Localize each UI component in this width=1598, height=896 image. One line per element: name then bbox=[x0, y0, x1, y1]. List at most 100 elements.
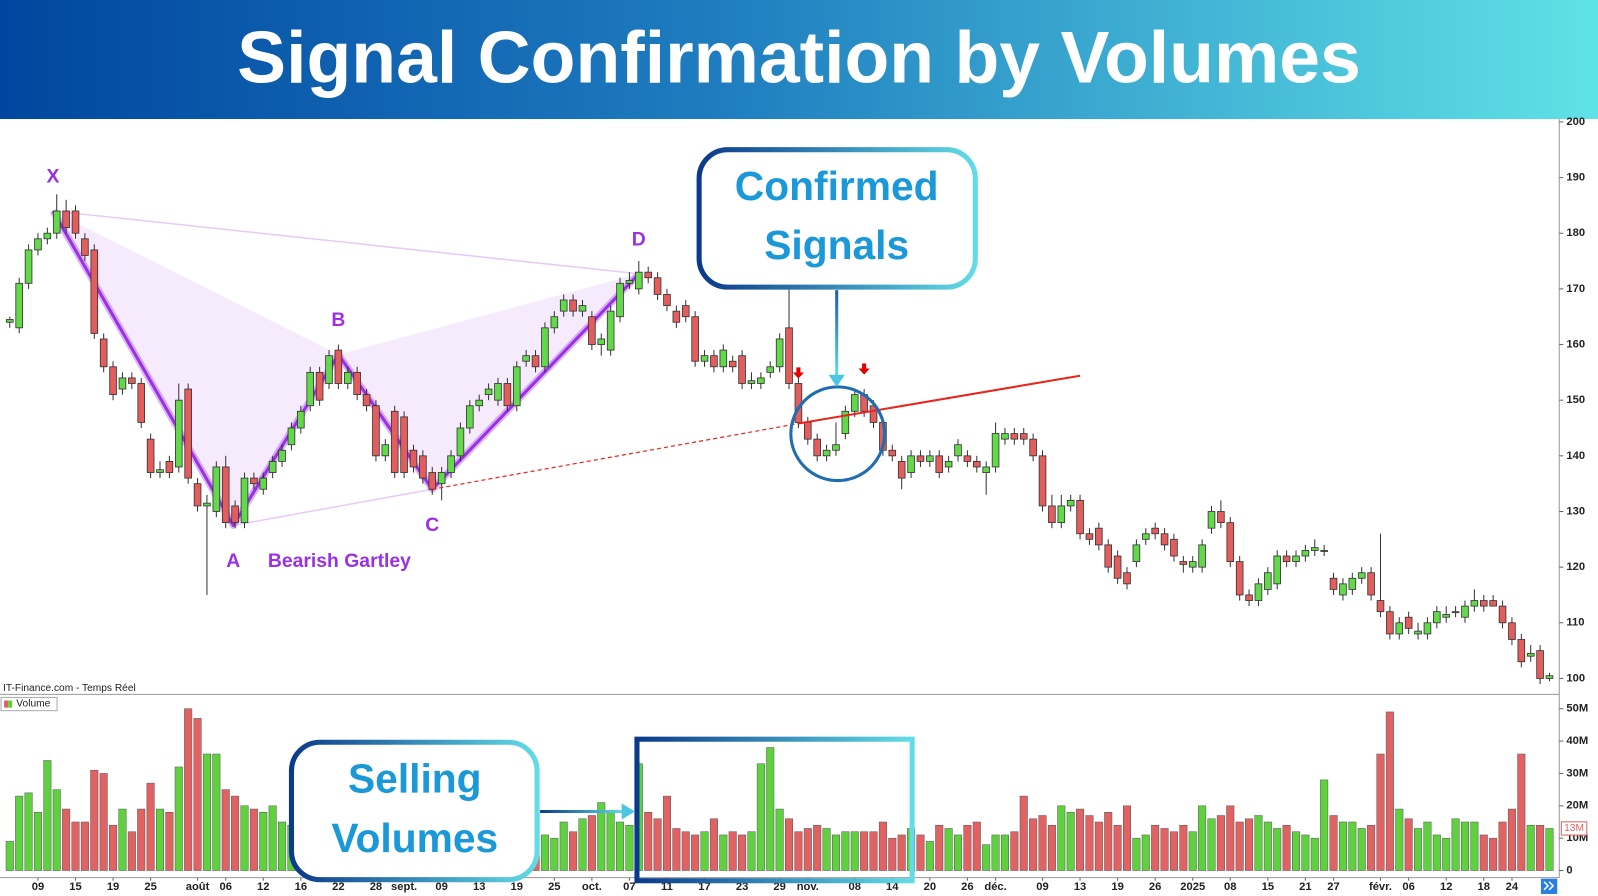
candle-body bbox=[1141, 533, 1150, 540]
candle-body bbox=[212, 466, 221, 512]
candle-body bbox=[672, 310, 681, 323]
volume-bar bbox=[1479, 834, 1488, 871]
candle-body bbox=[419, 455, 427, 479]
candle-body bbox=[334, 349, 343, 384]
legend-swatch bbox=[8, 700, 13, 708]
volume-bar bbox=[672, 828, 681, 871]
volume-bar bbox=[982, 844, 991, 871]
candle-body bbox=[494, 383, 502, 401]
volume-bar bbox=[550, 837, 559, 871]
callout-arrowhead bbox=[828, 374, 845, 387]
callout-box bbox=[696, 147, 978, 290]
candle-body bbox=[1320, 550, 1328, 552]
volume-bar bbox=[925, 841, 934, 871]
x-tick-label: déc. bbox=[984, 881, 1006, 893]
candle-body bbox=[1273, 555, 1282, 585]
candle-body bbox=[1160, 533, 1169, 546]
candle-body bbox=[963, 455, 972, 462]
volume-bar bbox=[578, 818, 587, 871]
volume-bar bbox=[813, 824, 822, 871]
candle-body bbox=[738, 355, 746, 384]
candle-body bbox=[1170, 538, 1178, 557]
volume-bar bbox=[1160, 828, 1169, 871]
candle-body bbox=[184, 388, 192, 479]
y-tick-label: 40M bbox=[1566, 735, 1588, 747]
candle-body bbox=[52, 210, 61, 234]
last-value-label: 13M bbox=[1564, 823, 1584, 834]
volume-bar bbox=[249, 808, 258, 871]
candle-body bbox=[1386, 611, 1394, 635]
volume-bar bbox=[1423, 821, 1432, 871]
volume-bar bbox=[1357, 828, 1366, 871]
candle-body bbox=[1010, 433, 1019, 440]
candle-body bbox=[1217, 511, 1225, 524]
candle-body bbox=[1376, 600, 1385, 613]
source-label: IT-Finance.com - Temps Réel bbox=[3, 683, 136, 694]
x-tick-label: 15 bbox=[1262, 881, 1274, 893]
y-tick-label: 140 bbox=[1566, 450, 1585, 462]
volume-bar bbox=[1310, 837, 1319, 871]
volume-bar bbox=[1338, 821, 1347, 871]
candle-body bbox=[728, 360, 737, 368]
x-tick-label: 13 bbox=[1074, 881, 1086, 893]
candle-body bbox=[165, 460, 174, 473]
callout-arrow bbox=[540, 809, 624, 814]
candle-body bbox=[982, 466, 990, 473]
y-tick-label: 120 bbox=[1566, 561, 1585, 573]
candle-body bbox=[306, 371, 315, 407]
candle-body bbox=[1282, 555, 1291, 562]
volume-bar bbox=[1320, 779, 1329, 871]
candle-body bbox=[850, 394, 859, 412]
x-tick-label: 11 bbox=[661, 881, 673, 893]
candle-body bbox=[1113, 555, 1122, 579]
candle-body bbox=[757, 377, 765, 384]
volume-bar bbox=[1451, 818, 1460, 871]
volume-bar bbox=[231, 795, 240, 871]
volume-bar bbox=[1385, 711, 1394, 871]
volume-bar bbox=[221, 789, 230, 871]
y-tick-label: 200 bbox=[1566, 116, 1585, 128]
volume-bar bbox=[991, 834, 1000, 871]
candle-body bbox=[1498, 605, 1507, 624]
volume-bar bbox=[766, 747, 775, 871]
legend-swatch bbox=[4, 700, 9, 708]
candle-body bbox=[1329, 577, 1338, 590]
candle-body bbox=[512, 366, 521, 407]
axes-layer: 100 110 120 130 140 150 160 170 180 190 200 0 10M 20M… bbox=[32, 116, 1588, 893]
highlight-box bbox=[634, 736, 915, 884]
volume-bar bbox=[1376, 753, 1385, 871]
candle-body bbox=[1292, 555, 1300, 562]
callout-text: Volumes bbox=[331, 815, 498, 861]
volume-bar bbox=[1226, 805, 1235, 871]
candle-body bbox=[71, 210, 80, 234]
volume-bar bbox=[99, 773, 108, 871]
candle-body bbox=[522, 355, 530, 362]
volume-bar bbox=[1179, 824, 1188, 871]
candle-body bbox=[475, 399, 483, 407]
candle-body bbox=[1423, 622, 1432, 635]
pattern-point-label: A bbox=[226, 550, 240, 572]
pattern-name: Bearish Gartley bbox=[268, 550, 411, 572]
pattern-area bbox=[338, 273, 639, 490]
candle-body bbox=[635, 271, 643, 290]
candle-body bbox=[691, 316, 699, 362]
candle-body bbox=[766, 366, 775, 373]
y-tick-label: 170 bbox=[1566, 283, 1585, 295]
candle-body bbox=[1414, 630, 1422, 635]
scroll-button[interactable] bbox=[1540, 878, 1558, 894]
candle-body bbox=[1451, 611, 1460, 614]
x-tick-label: 06 bbox=[219, 881, 231, 893]
candle-body bbox=[832, 444, 840, 451]
volume-bar bbox=[24, 792, 33, 871]
volume-bar bbox=[193, 718, 202, 871]
callout-box bbox=[288, 739, 540, 883]
x-tick-label: 17 bbox=[698, 881, 710, 893]
volume-bar bbox=[1489, 837, 1498, 871]
x-tick-label: 12 bbox=[1440, 881, 1452, 893]
x-tick-label: 23 bbox=[736, 881, 748, 893]
candle-body bbox=[1433, 611, 1441, 624]
x-tick-label: 25 bbox=[144, 881, 156, 893]
candle-body bbox=[118, 377, 127, 390]
volume-bar bbox=[860, 831, 869, 871]
pattern-guide bbox=[233, 488, 433, 527]
